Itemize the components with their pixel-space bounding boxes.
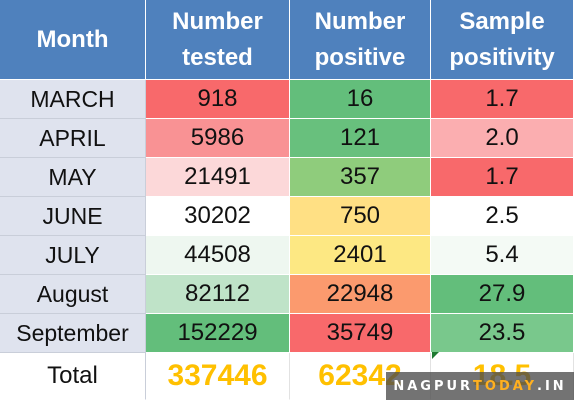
header-tested-line2: tested	[182, 43, 253, 71]
header-sample-positivity: Sample positivity	[431, 0, 574, 80]
tested-cell: 30202	[146, 197, 290, 236]
positive-cell: 750	[290, 197, 431, 236]
month-cell: August	[0, 275, 146, 314]
tested-cell: 918	[146, 80, 290, 119]
positivity-cell: 2.0	[431, 119, 574, 158]
positivity-cell: 2.5	[431, 197, 574, 236]
month-cell: APRIL	[0, 119, 146, 158]
tested-cell: 44508	[146, 236, 290, 275]
header-number-tested: Number tested	[146, 0, 290, 80]
tested-cell: 82112	[146, 275, 290, 314]
positive-cell: 121	[290, 119, 431, 158]
watermark-part1: NAGPUR	[393, 378, 474, 394]
positivity-cell: 1.7	[431, 80, 574, 119]
month-cell: September	[0, 314, 146, 353]
watermark-part2: TODAY	[473, 378, 537, 394]
header-number-positive: Number positive	[290, 0, 431, 80]
month-cell: MAY	[0, 158, 146, 197]
header-month-text: Month	[36, 25, 109, 53]
tested-cell: 21491	[146, 158, 290, 197]
header-positivity-line1: Sample	[459, 7, 545, 35]
tested-cell: 5986	[146, 119, 290, 158]
nagpurtoday-watermark: NAGPUR TODAY .IN	[386, 372, 574, 400]
total-label: Total	[0, 353, 146, 400]
month-cell: JULY	[0, 236, 146, 275]
header-tested-line1: Number	[172, 7, 263, 35]
header-positive-line2: positive	[314, 43, 406, 71]
header-positivity-line2: positivity	[449, 43, 555, 71]
positive-cell: 2401	[290, 236, 431, 275]
positivity-cell: 1.7	[431, 158, 574, 197]
header-positive-line1: Number	[314, 7, 406, 35]
positivity-cell: 5.4	[431, 236, 574, 275]
positivity-cell: 27.9	[431, 275, 574, 314]
month-cell: JUNE	[0, 197, 146, 236]
tested-cell: 152229	[146, 314, 290, 353]
positive-cell: 357	[290, 158, 431, 197]
positive-cell: 22948	[290, 275, 431, 314]
total-tested: 337446	[146, 353, 290, 400]
month-cell: MARCH	[0, 80, 146, 119]
watermark-part3: .IN	[537, 378, 567, 394]
cell-comment-marker	[432, 352, 439, 359]
positive-cell: 35749	[290, 314, 431, 353]
positive-cell: 16	[290, 80, 431, 119]
header-month: Month	[0, 0, 146, 80]
positivity-cell: 23.5	[431, 314, 574, 353]
